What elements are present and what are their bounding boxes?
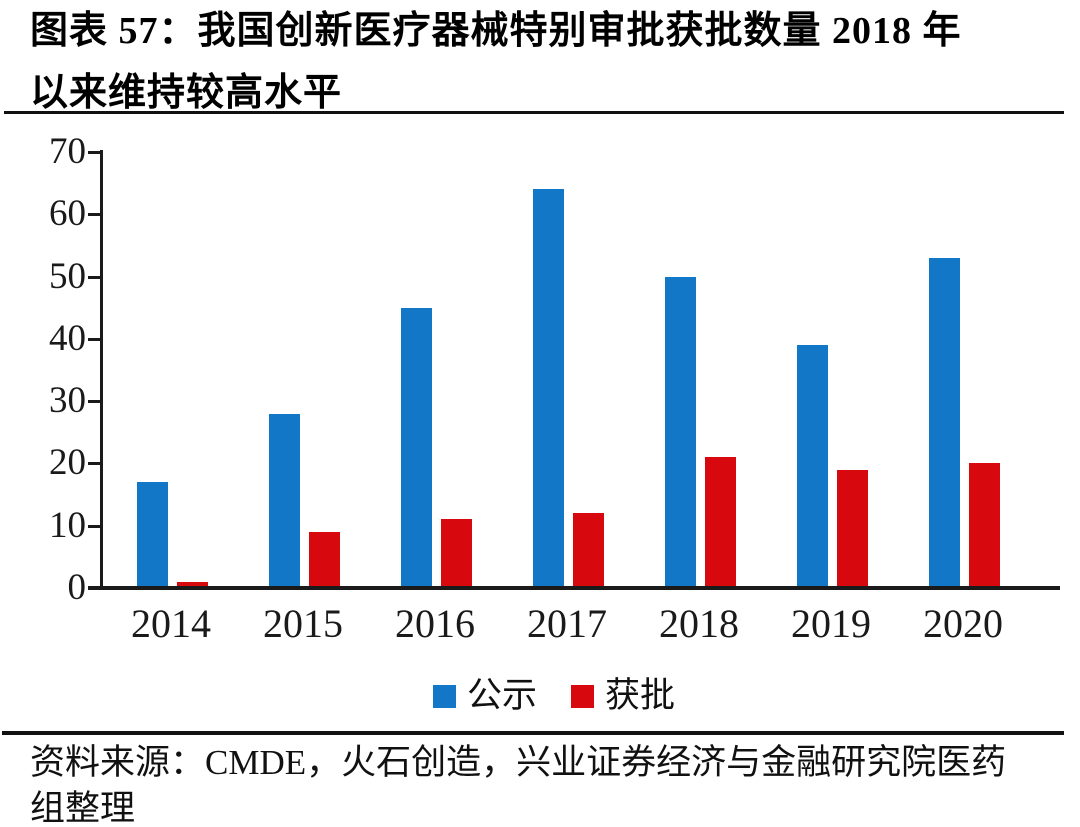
y-axis-tick-label: 10 <box>49 505 86 546</box>
y-axis-tick-label: 20 <box>49 442 86 483</box>
bar-publicized-2014 <box>137 482 168 588</box>
x-axis-label: 2016 <box>395 601 475 646</box>
x-axis-label: 2019 <box>791 601 871 646</box>
legend-swatch-publicized-icon <box>432 684 456 708</box>
figure-title-line2: 以来维持较高水平 <box>30 72 343 114</box>
bar-approved-2020 <box>969 463 1000 588</box>
source-note-line2: 组整理 <box>30 789 136 827</box>
x-axis-line <box>88 586 1060 590</box>
figure-title-line1: 图表 57：我国创新医疗器械特别审批获批数量 2018 年 <box>30 10 962 52</box>
legend-item-approved: 获批 <box>571 678 675 714</box>
source-note: 资料来源：CMDE，火石创造，兴业证券经济与金融研究院医药 组整理 <box>30 740 1050 827</box>
legend-label-approved: 获批 <box>605 676 676 715</box>
y-axis-tick-label: 30 <box>49 380 86 421</box>
bar-approved-2019 <box>837 470 868 588</box>
x-axis-label: 2014 <box>131 601 211 646</box>
bar-approved-2015 <box>309 532 340 588</box>
x-axis-label: 2020 <box>923 601 1003 646</box>
y-axis-tick <box>88 213 101 216</box>
y-axis-tick-label: 70 <box>49 131 86 172</box>
x-axis-label: 2015 <box>263 601 343 646</box>
bar-publicized-2016 <box>401 308 432 588</box>
legend-swatch-approved-icon <box>571 684 594 708</box>
y-axis-tick <box>88 462 101 465</box>
y-axis-tick <box>88 525 101 528</box>
legend-label-publicized: 公示 <box>466 676 537 715</box>
source-note-line1: 资料来源：CMDE，火石创造，兴业证券经济与金融研究院医药 <box>30 743 1007 782</box>
source-divider <box>2 731 1064 735</box>
figure-title: 图表 57：我国创新医疗器械特别审批获批数量 2018 年 以来维持较高水平 <box>30 0 1070 124</box>
y-axis-tick-label: 40 <box>49 318 86 359</box>
y-axis-tick-label: 50 <box>49 256 86 297</box>
bar-approved-2018 <box>705 457 736 588</box>
y-axis-tick-label: 0 <box>67 567 87 608</box>
y-axis-tick-label: 60 <box>49 193 86 234</box>
y-axis-tick <box>88 276 101 279</box>
bar-publicized-2018 <box>665 277 696 588</box>
bar-publicized-2015 <box>269 414 300 588</box>
bar-publicized-2017 <box>533 189 564 588</box>
bar-approved-2014 <box>177 582 208 588</box>
bar-approved-2017 <box>573 513 604 588</box>
chart-legend: 公示 获批 <box>14 678 1080 714</box>
legend-item-publicized: 公示 <box>432 676 537 715</box>
x-axis-label: 2017 <box>527 601 607 646</box>
bar-publicized-2020 <box>929 258 960 588</box>
x-axis-label: 2018 <box>659 601 739 646</box>
y-axis-tick <box>88 151 101 154</box>
bar-approved-2016 <box>441 519 472 588</box>
bar-publicized-2019 <box>797 345 828 588</box>
y-axis-line <box>100 150 103 590</box>
title-divider <box>4 111 1064 114</box>
y-axis-tick <box>88 400 101 403</box>
y-axis-tick <box>88 338 101 341</box>
